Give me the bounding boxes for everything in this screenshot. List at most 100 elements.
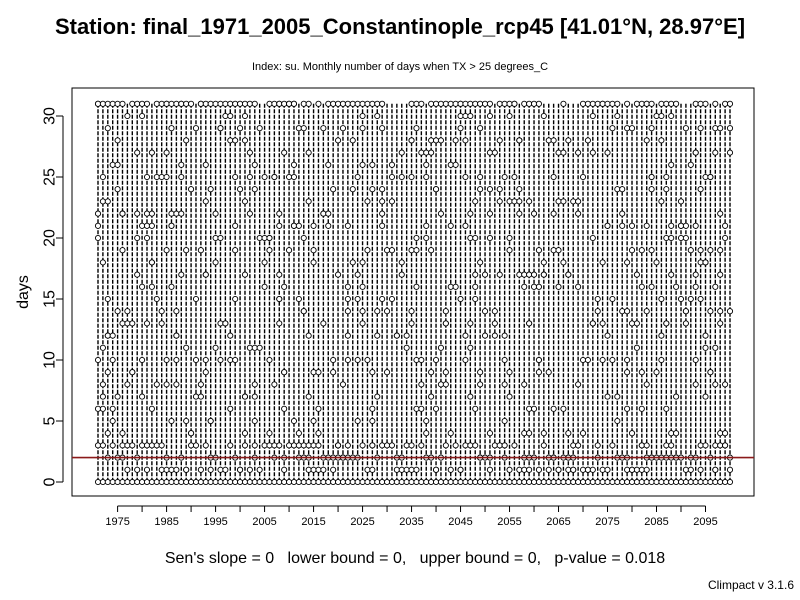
outlier-point xyxy=(349,478,356,486)
outlier-point xyxy=(335,442,342,449)
outlier-point xyxy=(286,100,293,107)
outlier-point xyxy=(109,100,116,107)
outlier-point xyxy=(305,149,312,156)
outlier-point xyxy=(354,100,361,107)
year-box xyxy=(232,100,239,486)
outlier-point xyxy=(565,137,572,144)
outlier-point xyxy=(516,210,523,217)
outlier-point xyxy=(668,430,675,437)
year-box xyxy=(575,103,582,486)
outlier-point xyxy=(344,295,351,303)
trend-statistics: Sen's slope = 0 lower bound = 0, upper b… xyxy=(164,550,666,567)
outlier-point xyxy=(555,466,562,473)
year-box xyxy=(428,100,435,486)
outlier-point xyxy=(702,442,709,449)
outlier-point xyxy=(192,356,200,364)
outlier-point xyxy=(271,442,278,449)
year-box xyxy=(579,100,587,486)
year-box xyxy=(467,100,474,486)
outlier-point xyxy=(638,442,645,449)
year-box xyxy=(300,100,307,486)
outlier-point xyxy=(344,308,351,315)
outlier-point xyxy=(418,381,425,388)
outlier-point xyxy=(393,478,400,486)
outlier-point xyxy=(604,466,611,473)
outlier-point xyxy=(462,173,469,181)
outlier-point xyxy=(94,210,102,217)
outlier-point xyxy=(124,442,131,449)
outlier-point xyxy=(369,442,376,449)
outlier-point xyxy=(682,125,689,132)
outlier-point xyxy=(702,259,709,266)
year-box xyxy=(673,100,680,486)
outlier-point xyxy=(295,125,302,132)
outlier-point xyxy=(369,100,376,107)
outlier-point xyxy=(432,137,440,144)
outlier-point xyxy=(496,271,503,278)
outlier-point xyxy=(707,173,714,181)
outlier-point xyxy=(658,100,665,107)
outlier-point xyxy=(241,271,249,278)
outlier-point xyxy=(232,173,239,181)
outlier-point xyxy=(604,149,611,156)
outlier-point xyxy=(726,466,734,473)
outlier-point xyxy=(467,320,474,327)
x-tick-label: 2065 xyxy=(546,516,570,528)
outlier-point xyxy=(628,430,636,437)
year-box xyxy=(202,100,209,486)
outlier-point xyxy=(692,478,699,486)
year-box xyxy=(119,100,126,486)
outlier-point xyxy=(462,112,469,120)
year-box xyxy=(354,100,361,486)
outlier-point xyxy=(457,295,464,303)
outlier-point xyxy=(668,271,675,278)
outlier-point xyxy=(359,442,366,449)
outlier-point xyxy=(369,466,376,473)
year-box xyxy=(335,100,342,486)
outlier-point xyxy=(589,234,596,242)
year-box xyxy=(246,100,253,486)
outlier-point xyxy=(290,161,298,168)
outlier-point xyxy=(428,369,435,376)
outlier-point xyxy=(271,100,278,107)
year-box xyxy=(305,100,312,486)
year-box xyxy=(344,100,351,486)
outlier-point xyxy=(354,295,361,303)
outlier-point xyxy=(638,247,645,254)
outlier-point xyxy=(364,247,371,254)
year-box xyxy=(687,103,694,486)
year-box xyxy=(663,100,670,486)
year-box xyxy=(222,100,229,486)
outlier-point xyxy=(526,466,533,473)
outlier-point xyxy=(217,320,224,327)
outlier-point xyxy=(398,259,405,266)
outlier-point xyxy=(428,478,435,486)
outlier-point xyxy=(668,442,675,449)
outlier-point xyxy=(663,234,670,242)
outlier-point xyxy=(286,442,293,449)
outlier-point xyxy=(163,478,170,486)
outlier-point xyxy=(452,100,459,107)
outlier-point xyxy=(643,308,650,315)
year-box xyxy=(163,100,170,486)
year-box xyxy=(379,100,386,486)
outlier-point xyxy=(398,149,405,156)
outlier-point xyxy=(271,173,278,181)
outlier-point xyxy=(119,100,126,107)
outlier-point xyxy=(555,283,562,290)
outlier-point xyxy=(472,405,479,412)
outlier-point xyxy=(516,271,523,278)
year-box xyxy=(653,103,660,486)
year-box xyxy=(320,103,327,486)
year-box xyxy=(384,103,391,486)
chart-title: Station: final_1971_2005_Constantinople_… xyxy=(54,14,746,39)
outlier-point xyxy=(290,417,298,425)
outlier-point xyxy=(168,417,175,425)
outlier-point xyxy=(467,234,474,242)
outlier-point xyxy=(237,478,244,486)
outlier-point xyxy=(717,442,724,449)
outlier-point xyxy=(442,369,449,376)
outlier-point xyxy=(212,100,219,107)
outlier-point xyxy=(712,283,719,290)
